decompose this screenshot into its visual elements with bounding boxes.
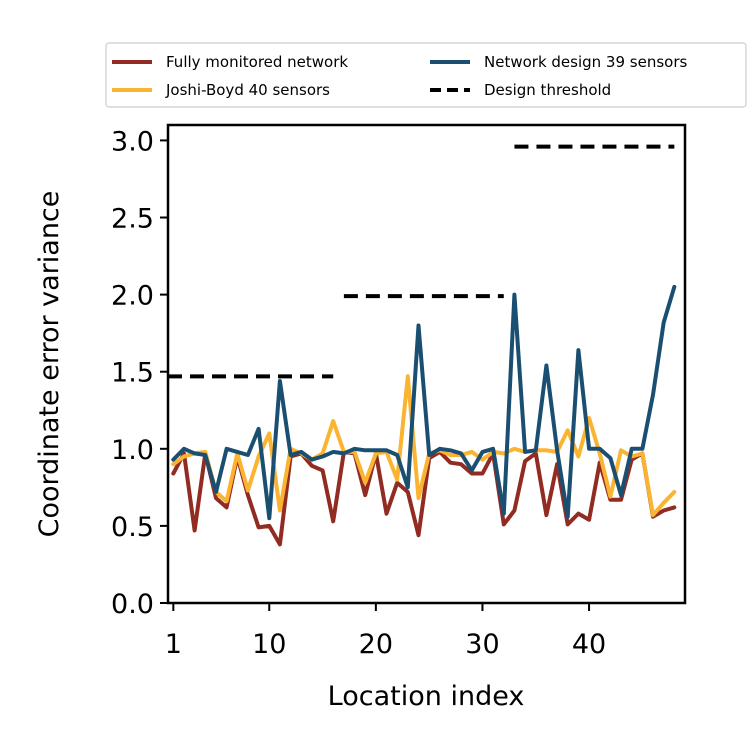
x-axis-label: Location index — [328, 681, 525, 712]
legend-label-network-design: Network design 39 sensors — [484, 53, 687, 71]
y-axis-label: Coordinate error variance — [34, 191, 65, 538]
y-tick-label-4: 2.0 — [111, 281, 154, 312]
x-tick-label-1: 10 — [252, 629, 286, 660]
legend-label-fully-monitored: Fully monitored network — [166, 53, 348, 71]
legend-label-design-threshold: Design threshold — [484, 81, 611, 99]
plot-series — [168, 144, 677, 547]
plot-frame — [166, 123, 687, 605]
y-axis: 0.0 0.5 1.0 1.5 2.0 2.5 3.0 — [111, 126, 168, 620]
y-tick-label-1: 0.5 — [111, 512, 154, 543]
y-tick-label-3: 1.5 — [111, 358, 154, 389]
y-tick-label-5: 2.5 — [111, 204, 154, 235]
legend-entry-2: Network design 39 sensors — [430, 53, 687, 71]
x-tick-label-3: 30 — [465, 629, 499, 660]
series-line-2 — [171, 284, 677, 521]
x-tick-label-0: 1 — [165, 629, 182, 660]
x-tick-label-2: 20 — [359, 629, 393, 660]
legend-entry-0: Fully monitored network — [112, 53, 348, 71]
y-tick-label-0: 0.0 — [111, 589, 154, 620]
legend-entry-1: Joshi-Boyd 40 sensors — [112, 81, 330, 99]
legend: Fully monitored network Joshi-Boyd 40 se… — [105, 42, 747, 108]
series-line-1 — [171, 374, 677, 518]
series-line-0 — [171, 449, 677, 547]
x-axis: 1 10 20 30 40 — [165, 603, 606, 660]
legend-label-joshi-boyd: Joshi-Boyd 40 sensors — [165, 81, 330, 99]
legend-entry-3: Design threshold — [430, 81, 611, 99]
y-tick-label-2: 1.0 — [111, 435, 154, 466]
legend-frame — [105, 42, 747, 108]
x-tick-label-4: 40 — [572, 629, 606, 660]
y-tick-label-6: 3.0 — [111, 126, 154, 157]
